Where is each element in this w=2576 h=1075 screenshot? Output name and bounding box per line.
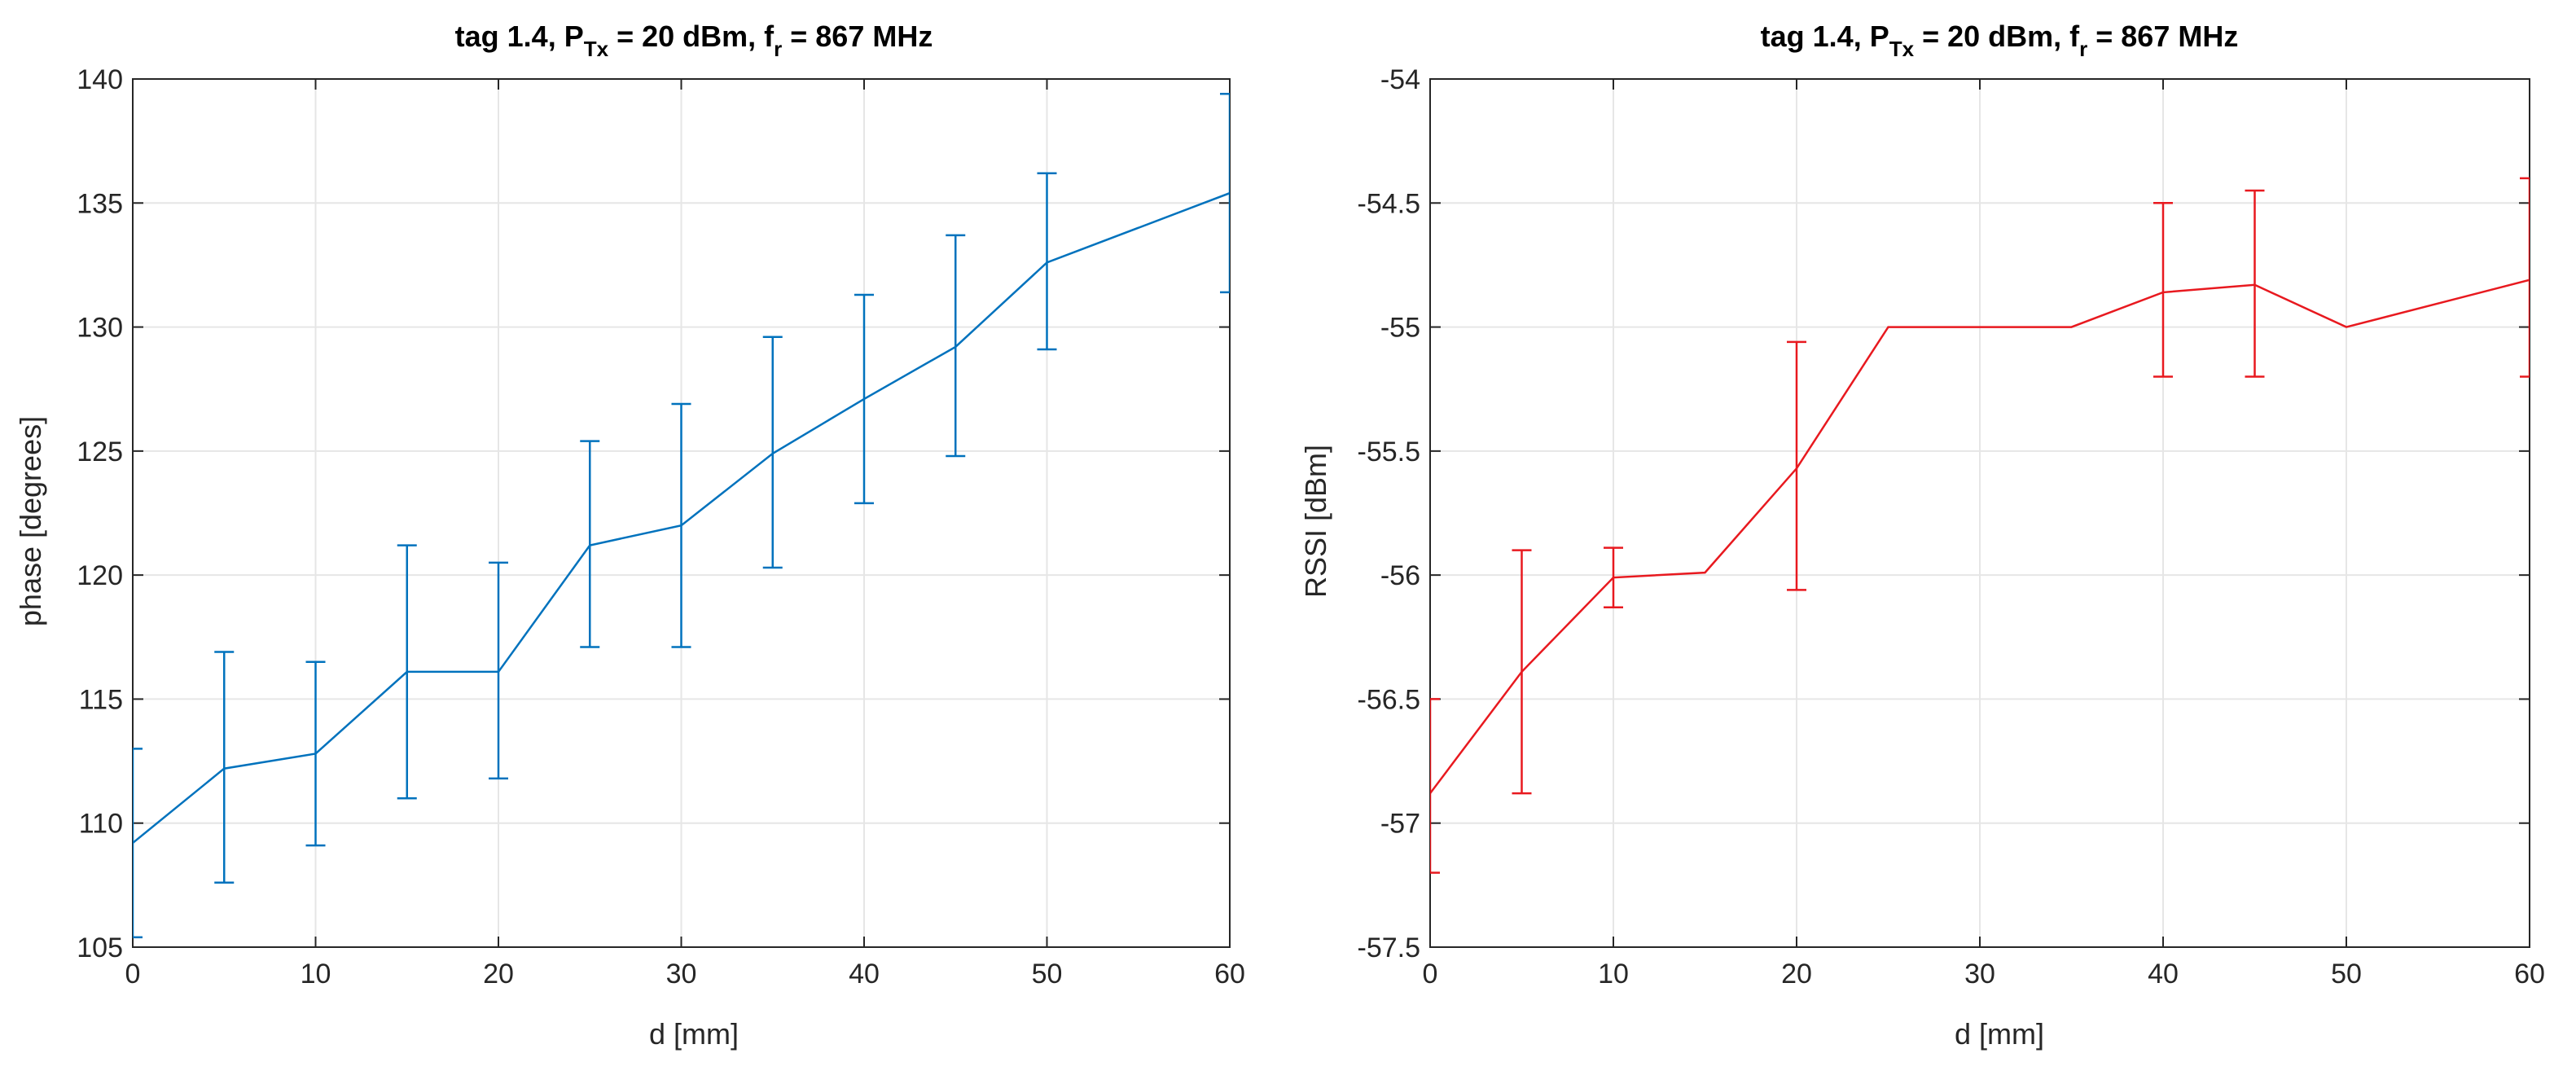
rssi-series: [1430, 177, 2530, 874]
rssi-x-tick-label: 10: [1598, 959, 1629, 989]
phase-y-tick-label: 115: [79, 684, 123, 715]
rssi-x-tick-label: 50: [2331, 959, 2362, 989]
rssi-y-tick-label: -56: [1380, 560, 1420, 591]
phase-x-tick-label: 40: [849, 959, 880, 989]
phase-y-tick-label: 135: [77, 188, 123, 219]
phase-axes: 0 10 20 30 40 50 60 105 110 115 120 125 130 135 140: [77, 64, 1245, 989]
rssi-error-bar: [1430, 698, 1440, 874]
phase-y-tick-label: 110: [79, 809, 123, 840]
rssi-y-tick-label: -55: [1380, 313, 1420, 344]
rssi-error-bar: [2520, 177, 2530, 378]
phase-y-tick-label: 125: [77, 437, 123, 467]
phase-error-bar: [133, 748, 143, 939]
rssi-x-tick-label: 20: [1781, 959, 1812, 989]
rssi-error-bar: [1512, 549, 1532, 795]
phase-error-bar: [397, 544, 417, 800]
phase-x-tick-label: 10: [301, 959, 331, 989]
rssi-chart-title: tag 1.4, PTx = 20 dBm, fr = 867 MHz: [1761, 20, 2239, 61]
rssi-x-tick-label: 60: [2514, 959, 2545, 989]
phase-x-tick-label: 20: [483, 959, 514, 989]
rssi-series-line: [1430, 279, 2530, 794]
phase-error-bar: [671, 402, 691, 648]
rssi-chart: tag 1.4, PTx = 20 dBm, fr = 867 MHz 0 10 2…: [1299, 20, 2545, 1051]
phase-error-bar: [580, 440, 600, 648]
rssi-series-group: [1430, 177, 2530, 874]
rssi-axes: 0 10 20 30 40 50 60 -57.5 -57 -56.5 -56 -55.5 -55 -54…: [1358, 64, 2545, 989]
phase-x-tick-label: 30: [666, 959, 697, 989]
rssi-error-bar: [2153, 202, 2173, 378]
phase-x-tick-label: 0: [125, 959, 141, 989]
phase-y-tick-label: 120: [77, 560, 123, 591]
rssi-y-tick-label: -55.5: [1358, 437, 1421, 467]
phase-x-axis-label: d [mm]: [649, 1017, 739, 1051]
rssi-x-tick-label: 0: [1423, 959, 1438, 989]
rssi-y-axis-label: RSSI [dBm]: [1299, 445, 1332, 598]
phase-x-tick-label: 50: [1032, 959, 1063, 989]
phase-y-tick-label: 140: [77, 64, 123, 95]
rssi-error-bar: [1787, 340, 1806, 591]
phase-error-bar: [854, 293, 874, 505]
rssi-error-bar: [2245, 189, 2265, 378]
phase-y-axis-label: phase [degrees]: [14, 416, 47, 626]
phase-series-line: [133, 191, 1230, 845]
phase-error-bar: [1037, 172, 1057, 351]
phase-error-bar: [1220, 93, 1230, 294]
phase-error-bar: [489, 561, 508, 780]
phase-chart: tag 1.4, PTx = 20 dBm, fr = 867 MHz 0 10 2…: [14, 20, 1245, 1051]
phase-error-bar: [762, 336, 783, 569]
rssi-y-tick-label: -54.5: [1358, 188, 1421, 219]
phase-error-bar: [214, 651, 235, 884]
rssi-error-bar: [1604, 546, 1623, 608]
phase-series-group: [133, 93, 1230, 939]
phase-chart-title: tag 1.4, PTx = 20 dBm, fr = 867 MHz: [455, 20, 933, 61]
rssi-x-axis-label: d [mm]: [1955, 1017, 2044, 1051]
rssi-x-tick-label: 40: [2148, 959, 2179, 989]
phase-x-tick-label: 60: [1214, 959, 1245, 989]
phase-series: [133, 93, 1230, 939]
rssi-y-tick-label: -54: [1380, 64, 1420, 95]
rssi-y-tick-label: -56.5: [1358, 684, 1421, 715]
phase-y-tick-label: 130: [77, 313, 123, 344]
phase-error-bar: [946, 234, 966, 458]
rssi-y-tick-label: -57.5: [1358, 932, 1421, 963]
phase-y-tick-label: 105: [77, 932, 123, 963]
rssi-y-tick-label: -57: [1380, 809, 1420, 840]
phase-error-bar: [305, 660, 326, 847]
rssi-x-tick-label: 30: [1964, 959, 1995, 989]
